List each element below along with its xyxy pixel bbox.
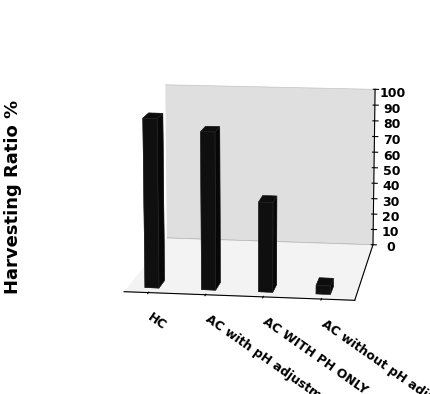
Text: Harvesting Ratio %: Harvesting Ratio % — [4, 100, 22, 294]
